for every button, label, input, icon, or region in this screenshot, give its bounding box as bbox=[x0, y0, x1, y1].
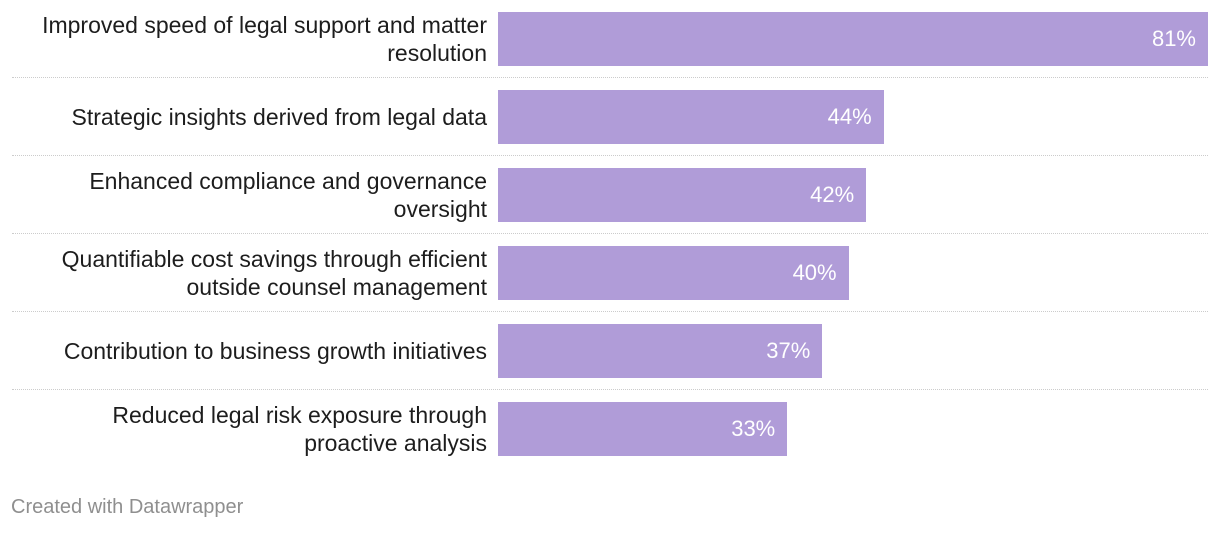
category-label-line: resolution bbox=[387, 40, 487, 66]
bar-row: Improved speed of legal support and matt… bbox=[12, 0, 1208, 78]
bar: 42% bbox=[498, 168, 867, 222]
row-divider bbox=[12, 155, 1208, 156]
bar-row: Strategic insights derived from legal da… bbox=[12, 78, 1208, 156]
bar: 33% bbox=[498, 402, 788, 456]
category-label-line: proactive analysis bbox=[304, 430, 487, 456]
bar-row: Quantifiable cost savings through effici… bbox=[12, 234, 1208, 312]
bar-value-label: 42% bbox=[810, 182, 855, 207]
category-label-line: outside counsel management bbox=[186, 274, 487, 300]
category-label-line: oversight bbox=[393, 196, 487, 222]
row-divider bbox=[12, 311, 1208, 312]
bar-value-label: 81% bbox=[1151, 26, 1196, 51]
bar-value-label: 33% bbox=[731, 416, 776, 441]
bar-row: Contribution to business growth initiati… bbox=[12, 312, 1208, 390]
category-label-line: Improved speed of legal support and matt… bbox=[42, 12, 487, 38]
category-label: Contribution to business growth initiati… bbox=[12, 312, 487, 390]
category-label: Strategic insights derived from legal da… bbox=[12, 78, 488, 156]
bar: 44% bbox=[498, 90, 884, 144]
category-label: Reduced legal risk exposure through proac… bbox=[12, 390, 487, 468]
category-label-line: Contribution to business growth initiati… bbox=[63, 338, 487, 364]
category-label: Quantifiable cost savings through effici… bbox=[12, 234, 487, 312]
bar: 81% bbox=[498, 12, 1208, 66]
category-label-line: Strategic insights derived from legal da… bbox=[71, 104, 488, 130]
category-label: Improved speed of legal support and matt… bbox=[12, 0, 487, 78]
row-divider bbox=[12, 77, 1208, 78]
bar-value-label: 40% bbox=[792, 260, 837, 285]
bar: 40% bbox=[498, 246, 849, 300]
bar-row: Enhanced compliance and governance oversi… bbox=[12, 156, 1208, 234]
bar-chart: Improved speed of legal support and matt… bbox=[12, 0, 1208, 468]
bar-row: Reduced legal risk exposure through proac… bbox=[12, 390, 1208, 468]
category-label-line: Enhanced compliance and governance bbox=[89, 168, 487, 194]
category-label-line: Quantifiable cost savings through effici… bbox=[61, 246, 487, 272]
row-divider bbox=[12, 233, 1208, 234]
bar: 37% bbox=[498, 324, 823, 378]
bar-value-label: 37% bbox=[766, 338, 811, 363]
datawrapper-credit: Created with Datawrapper bbox=[11, 496, 244, 518]
category-label-line: Reduced legal risk exposure through bbox=[112, 402, 487, 428]
row-divider bbox=[12, 389, 1208, 390]
bar-value-label: 44% bbox=[827, 104, 872, 129]
category-label: Enhanced compliance and governance oversi… bbox=[12, 156, 487, 234]
